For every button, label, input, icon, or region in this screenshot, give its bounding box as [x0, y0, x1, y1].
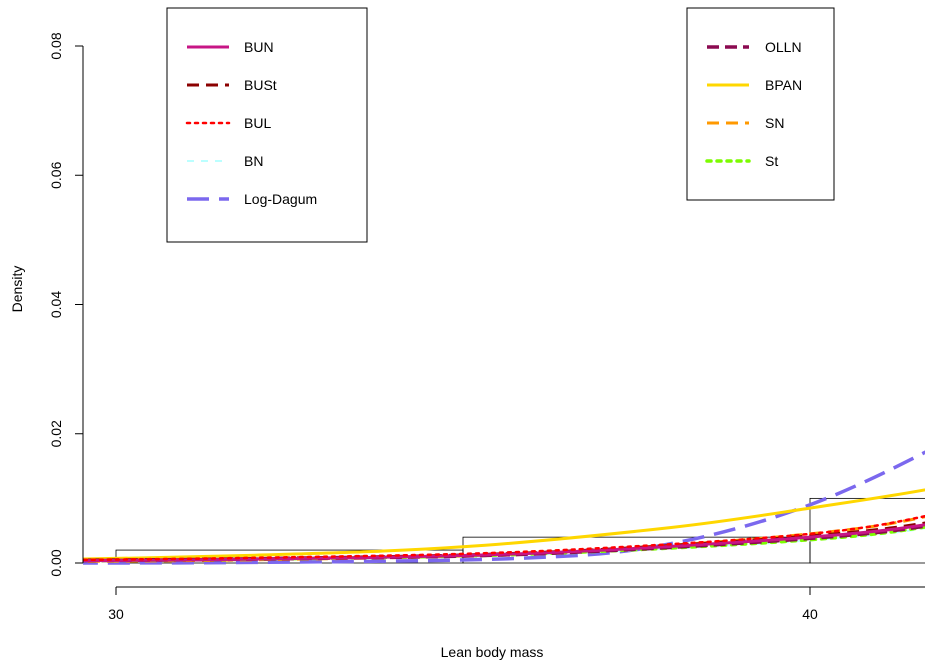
legend-label-log-dagum: Log-Dagum	[244, 191, 317, 207]
x-axis: 3040506070	[108, 586, 925, 622]
y-tick-label: 0.02	[48, 420, 64, 447]
legend-label-bun: BUN	[244, 39, 274, 55]
series-line-olln	[83, 524, 925, 563]
legend-label-bn: BN	[244, 153, 263, 169]
x-axis-title: Lean body mass	[441, 644, 544, 660]
y-tick-label: 0.06	[48, 161, 64, 188]
y-tick-label: 0.04	[48, 291, 64, 318]
legend-label-bpan: BPAN	[765, 77, 802, 93]
legend-right: OLLN BPAN SN St	[686, 7, 835, 201]
y-axis: 0.00 0.02 0.04 0.06 0.08	[48, 32, 84, 577]
legend-box	[686, 7, 835, 201]
y-axis-title: Density	[9, 266, 25, 313]
series-line-st	[83, 525, 925, 563]
y-tick-label: 0.00	[48, 549, 64, 576]
series-line-bn	[83, 527, 925, 563]
density-curves	[83, 450, 925, 565]
y-tick-label: 0.08	[48, 32, 64, 59]
legend-label-st: St	[765, 153, 778, 169]
legend-label-bust: BUSt	[244, 77, 277, 93]
legend-label-sn: SN	[765, 115, 784, 131]
legend-label-olln: OLLN	[765, 39, 802, 55]
series-line-sn	[83, 515, 925, 563]
series-line-bun	[83, 523, 925, 563]
series-line-bul	[83, 514, 925, 562]
x-tick-label: 40	[802, 606, 818, 622]
legend-label-bul: BUL	[244, 115, 271, 131]
series-line-bpan	[83, 488, 925, 561]
series-line-log-dagum	[83, 450, 925, 565]
histogram-bars	[115, 497, 925, 564]
x-tick-label: 30	[108, 606, 124, 622]
histogram-bar-2	[809, 497, 925, 564]
legend-left: BUN BUSt BUL BN Log-Dagum	[166, 7, 368, 243]
